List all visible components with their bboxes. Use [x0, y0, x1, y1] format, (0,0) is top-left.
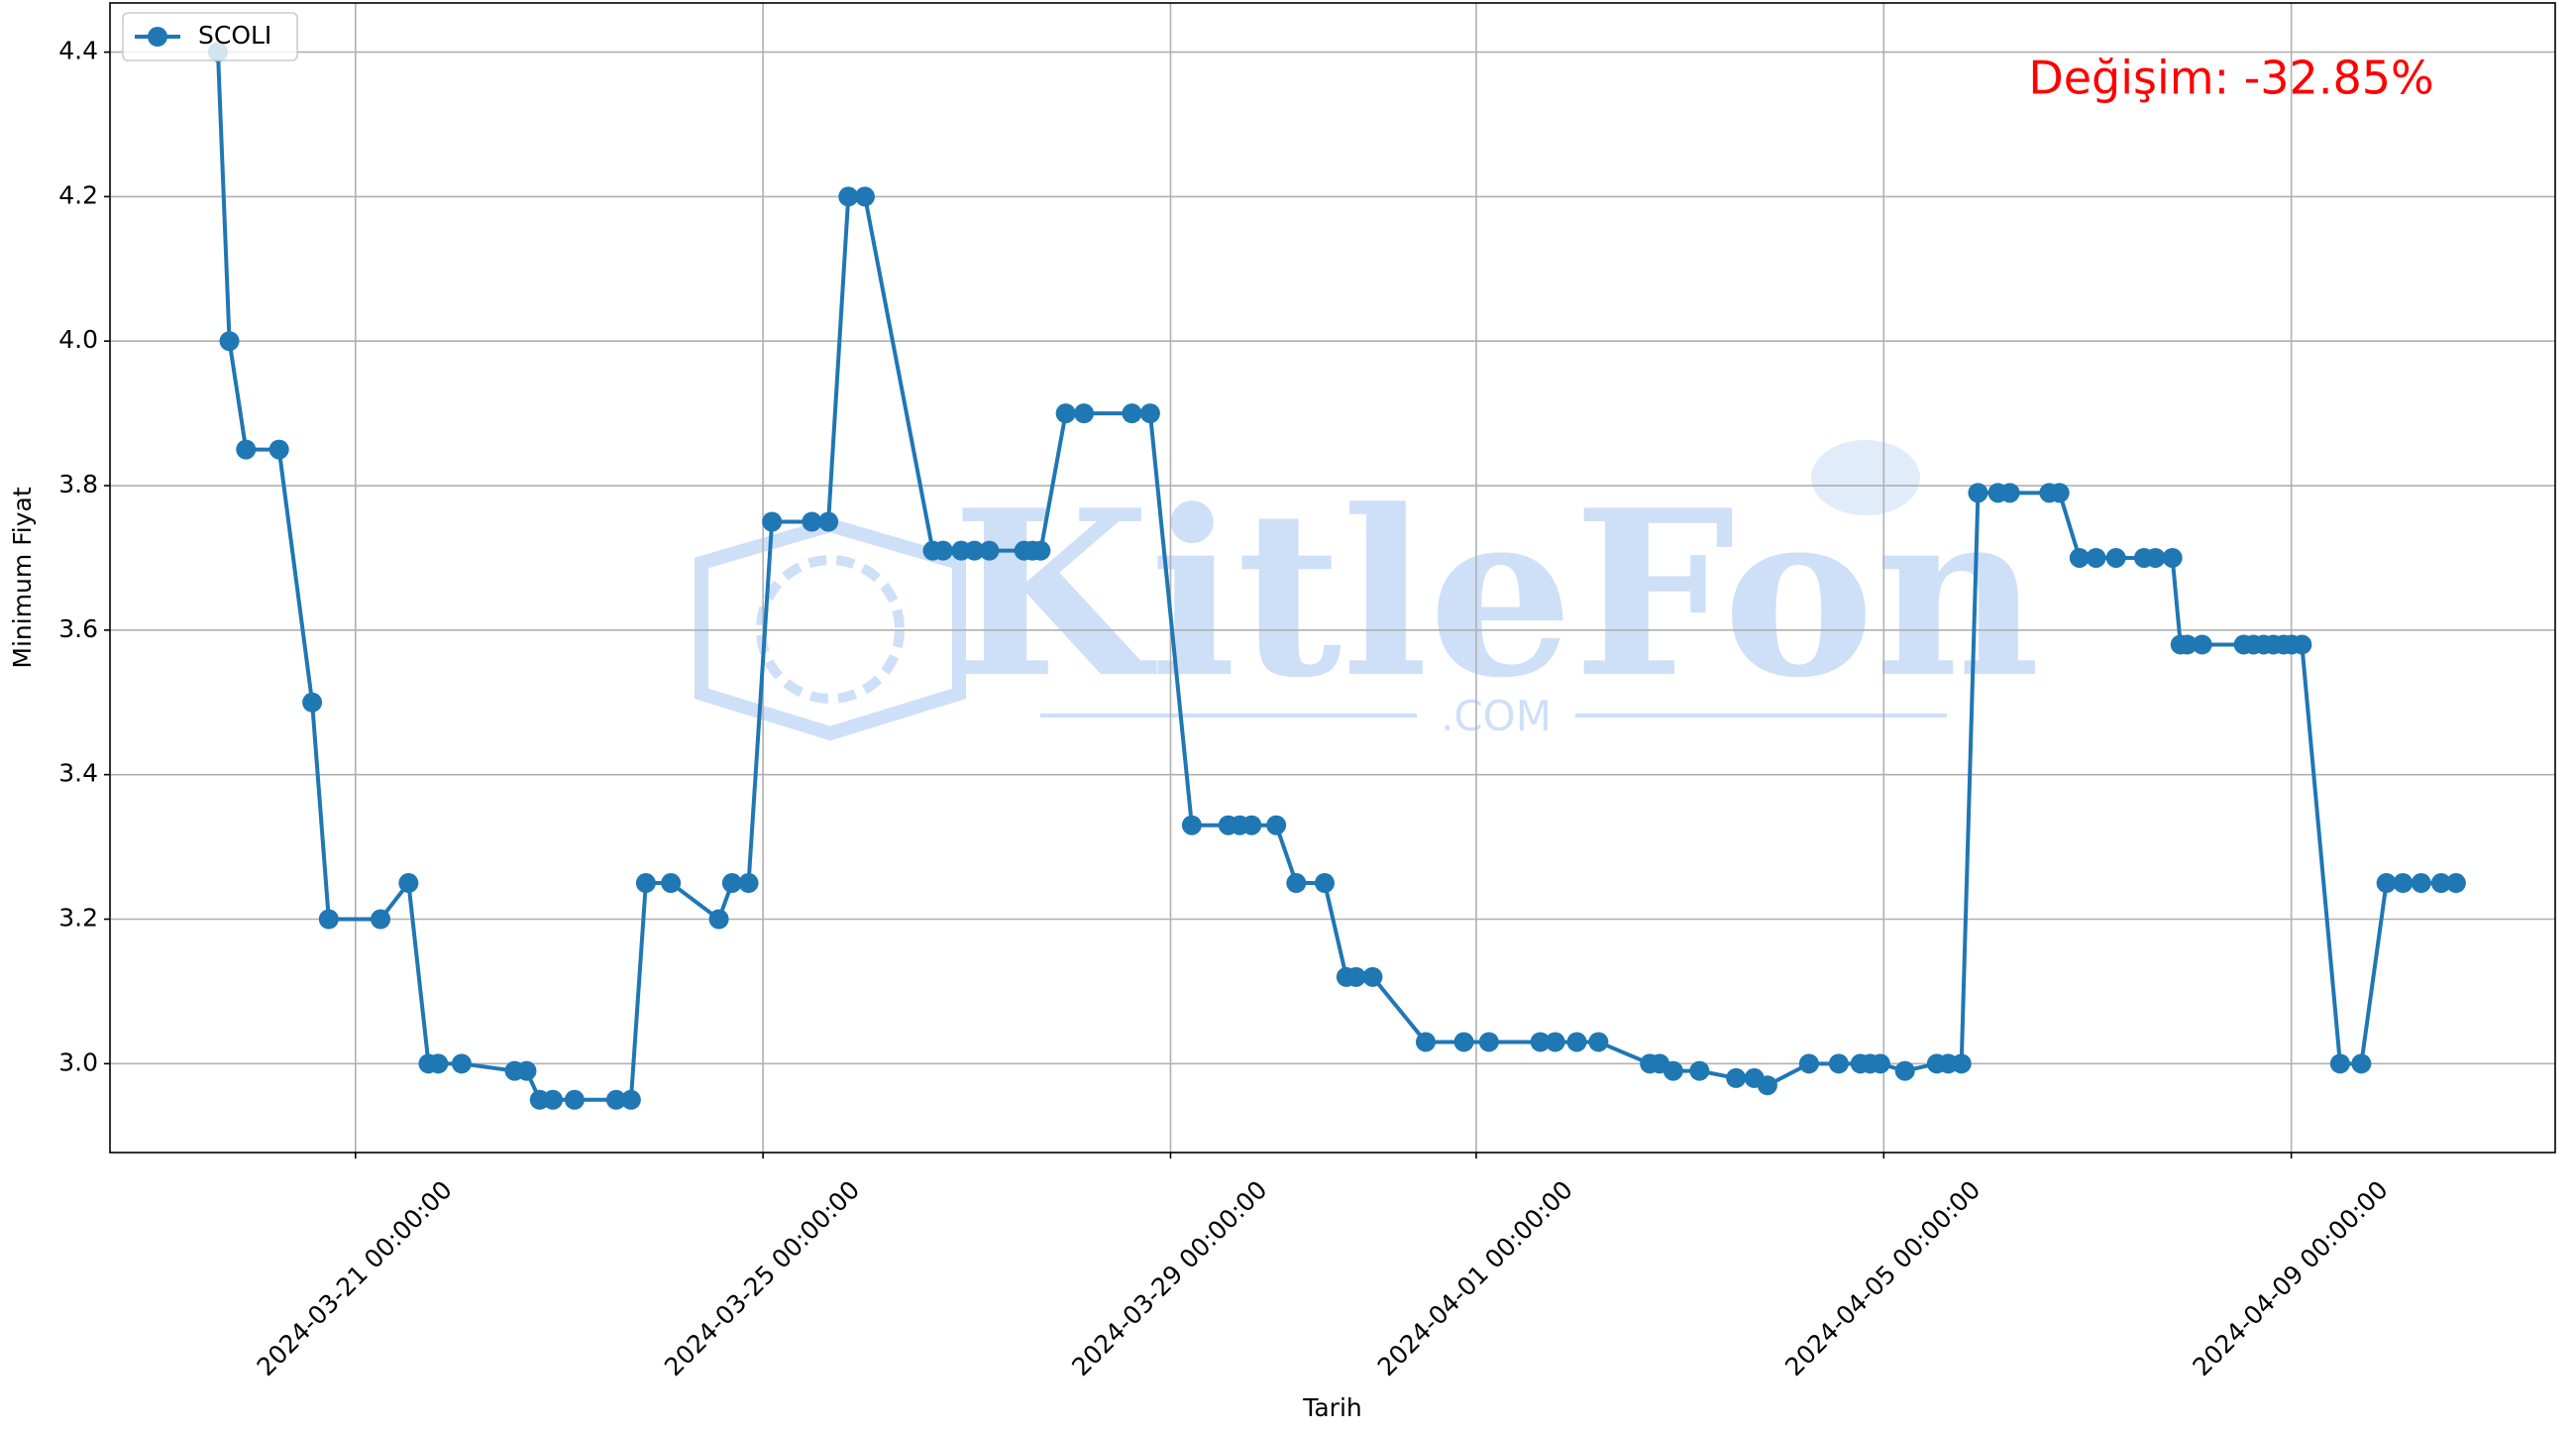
point [1055, 403, 1076, 424]
point [1968, 483, 1988, 503]
point [302, 692, 323, 713]
y-tick-label: 3.6 [58, 614, 98, 643]
point [1286, 873, 1307, 894]
point [762, 511, 783, 532]
point [1074, 403, 1095, 424]
point [802, 511, 822, 532]
point [1362, 966, 1383, 987]
point [1478, 1032, 1499, 1052]
point [428, 1053, 449, 1074]
point [543, 1089, 564, 1110]
legend-label: SCOLI [198, 21, 271, 50]
point [1870, 1053, 1890, 1074]
y-tick-label: 4.2 [58, 180, 98, 209]
watermark-dot [1811, 440, 1920, 515]
point [2177, 634, 2198, 655]
point [661, 873, 682, 894]
point [2430, 873, 2451, 894]
point [818, 511, 839, 532]
point [318, 909, 339, 930]
point [1663, 1060, 1683, 1081]
watermark-logo [756, 555, 905, 704]
point [1726, 1067, 1747, 1088]
point [2329, 1053, 2350, 1074]
point [1951, 1053, 1972, 1074]
point [371, 909, 391, 930]
watermark-text: KitleFon [952, 461, 2041, 728]
point [2105, 547, 2126, 568]
point [964, 540, 985, 561]
point [2162, 547, 2183, 568]
legend-swatch [148, 27, 167, 47]
point [2376, 873, 2397, 894]
point [451, 1053, 472, 1074]
point [1181, 815, 1202, 835]
point [932, 540, 953, 561]
point [1588, 1032, 1609, 1052]
point [1798, 1053, 1819, 1074]
y-tick-label: 4.0 [58, 325, 98, 354]
point [1345, 966, 1366, 987]
point [1122, 403, 1142, 424]
point [635, 873, 656, 894]
point [1453, 1032, 1474, 1052]
point [979, 540, 1000, 561]
point [1030, 540, 1051, 561]
y-tick-label: 4.4 [58, 37, 98, 65]
point [1315, 873, 1336, 894]
point [1566, 1032, 1587, 1052]
point [1266, 815, 1287, 835]
point [1828, 1053, 1849, 1074]
point [268, 439, 289, 460]
plot-frame [109, 2, 2556, 1154]
point [516, 1060, 537, 1081]
point [236, 439, 257, 460]
point [708, 909, 729, 930]
point [605, 1089, 626, 1110]
point [1139, 403, 1160, 424]
point [1545, 1032, 1565, 1052]
y-tick-label: 3.2 [58, 904, 98, 933]
point [1894, 1060, 1915, 1081]
point [1415, 1032, 1436, 1052]
point [1530, 1032, 1551, 1052]
point [854, 186, 875, 207]
watermark: KitleFon .COM [695, 440, 2041, 741]
point [2351, 1053, 2372, 1074]
point [2292, 634, 2312, 655]
point [738, 873, 759, 894]
y-tick-label: 3.0 [58, 1047, 98, 1076]
point [2411, 873, 2431, 894]
watermark-logo [695, 517, 966, 741]
watermark-sub: .COM [1441, 692, 1552, 740]
point [2445, 873, 2466, 894]
annotation: Değişim: -32.85% [2028, 52, 2433, 105]
point [398, 873, 419, 894]
y-axis-label: Minimum Fiyat [8, 487, 37, 668]
y-tick-label: 3.4 [58, 759, 98, 788]
point [2145, 547, 2166, 568]
point [838, 186, 859, 207]
x-axis-label: Tarih [1302, 1393, 1362, 1422]
y-tick-label: 3.8 [58, 470, 98, 498]
point [564, 1089, 585, 1110]
point [721, 873, 742, 894]
point [1241, 815, 1262, 835]
legend-box [122, 12, 298, 61]
point [219, 331, 240, 352]
point [1757, 1075, 1777, 1096]
point [1689, 1060, 1710, 1081]
point [2393, 873, 2414, 894]
point [2192, 634, 2212, 655]
point [2069, 547, 2090, 568]
point [2049, 483, 2070, 503]
point [620, 1089, 641, 1110]
point [1999, 483, 2020, 503]
point [2086, 547, 2106, 568]
